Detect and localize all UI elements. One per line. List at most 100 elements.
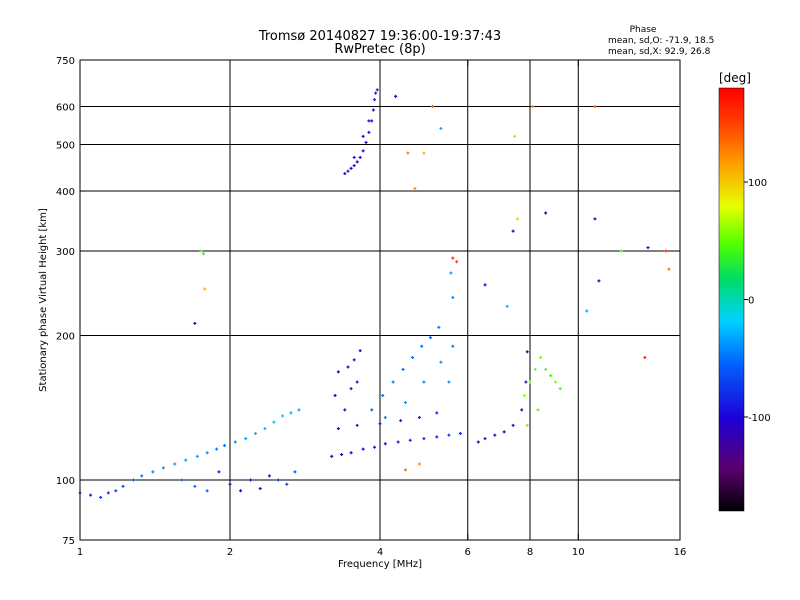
data-point <box>121 484 125 488</box>
data-point <box>203 287 207 291</box>
data-point <box>439 360 443 364</box>
data-point <box>195 454 199 458</box>
data-point <box>451 296 455 300</box>
chart-title: Tromsø 20140827 19:36:00-19:37:43 <box>258 29 501 44</box>
data-point <box>422 380 426 384</box>
phase-box-line-x: mean, sd,X: 92.9, 26.8 <box>608 47 711 57</box>
data-point <box>349 166 353 170</box>
data-point <box>202 252 206 256</box>
data-point <box>358 349 362 353</box>
data-point <box>515 217 519 221</box>
data-point <box>544 367 548 371</box>
y-tick-label: 300 <box>56 247 75 258</box>
data-point <box>106 491 110 495</box>
data-point <box>431 105 435 109</box>
data-point <box>422 151 426 155</box>
x-tick-label: 16 <box>674 547 687 558</box>
colorbar-label: [deg] <box>719 71 751 85</box>
data-point <box>483 437 487 441</box>
data-point <box>173 462 177 466</box>
data-point <box>244 437 248 441</box>
data-point <box>223 444 227 448</box>
data-point <box>533 367 537 371</box>
data-point <box>272 420 276 424</box>
x-axis-label: Frequency [MHz] <box>338 559 422 570</box>
data-point <box>417 415 421 419</box>
data-point <box>406 151 410 155</box>
data-point <box>297 408 301 412</box>
data-point <box>228 482 232 486</box>
data-point <box>239 489 243 493</box>
data-point <box>89 493 93 497</box>
chart-subtitle: RwPretec (8p) <box>334 42 425 57</box>
y-tick-label: 75 <box>62 536 75 547</box>
y-tick-label: 750 <box>56 56 75 67</box>
data-point <box>276 478 280 482</box>
data-point <box>373 98 377 102</box>
data-point <box>597 279 601 283</box>
data-point <box>336 370 340 374</box>
data-point <box>544 211 548 215</box>
data-point <box>399 419 403 423</box>
data-point <box>593 217 597 221</box>
data-point <box>193 484 197 488</box>
y-ticks: 75 100 200 300 400 500 600 750 <box>56 56 680 547</box>
data-point <box>667 267 671 271</box>
data-point <box>502 430 506 434</box>
data-point <box>422 437 426 441</box>
y-tick-label: 500 <box>56 141 75 152</box>
data-point <box>193 321 197 325</box>
data-point <box>151 470 155 474</box>
data-point <box>449 271 453 275</box>
data-point <box>249 478 253 482</box>
data-point <box>403 468 407 472</box>
data-point <box>253 432 257 436</box>
data-point <box>505 304 509 308</box>
x-tick-label: 6 <box>465 547 471 558</box>
data-point <box>619 249 623 253</box>
phase-box-title: Phase <box>630 25 657 35</box>
data-point <box>180 478 184 482</box>
data-point <box>553 380 557 384</box>
data-point <box>536 408 540 412</box>
data-point <box>643 355 647 359</box>
data-point <box>403 401 407 405</box>
data-point <box>355 423 359 427</box>
colorbar <box>718 87 745 512</box>
data-point <box>401 367 405 371</box>
data-point <box>267 474 271 478</box>
data-point <box>539 355 543 359</box>
data-point <box>352 358 356 362</box>
colorbar-ticks: 100 0 -100 <box>744 178 771 424</box>
colorbar-tick-label: -100 <box>748 413 771 424</box>
data-point <box>367 130 371 134</box>
phase-box-line-o: mean, sd,O: -71.9, 18.5 <box>608 36 714 46</box>
data-point <box>381 394 385 398</box>
data-point <box>523 394 527 398</box>
data-point <box>447 380 451 384</box>
data-point <box>263 427 267 431</box>
data-point <box>437 325 441 329</box>
data-point <box>428 336 432 340</box>
data-point <box>476 440 480 444</box>
data-point <box>447 433 451 437</box>
data-point <box>371 108 375 112</box>
x-tick-label: 4 <box>377 547 383 558</box>
data-point <box>511 423 515 427</box>
x-tick-label: 1 <box>77 547 83 558</box>
y-tick-label: 600 <box>56 103 75 114</box>
data-point <box>394 94 398 98</box>
y-tick-label: 400 <box>56 187 75 198</box>
data-point <box>511 229 515 233</box>
data-point <box>483 283 487 287</box>
data-point <box>513 134 517 138</box>
data-point <box>520 408 524 412</box>
data-point <box>558 387 562 391</box>
data-point <box>383 442 387 446</box>
scatter-points <box>78 88 671 499</box>
data-point <box>349 451 353 455</box>
data-point <box>114 489 118 493</box>
data-point <box>358 155 362 159</box>
data-point <box>370 408 374 412</box>
data-point <box>451 256 455 260</box>
